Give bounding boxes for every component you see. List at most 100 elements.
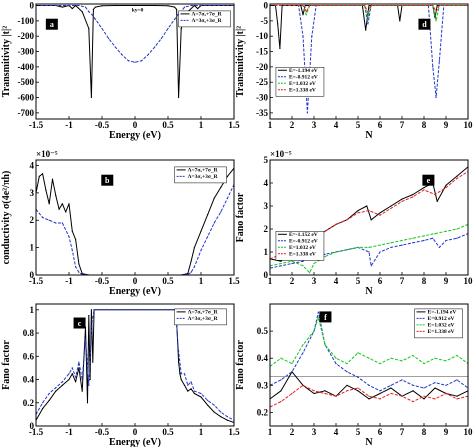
- y-tick-label: -200: [18, 31, 35, 41]
- panel-letter-badge: [418, 18, 431, 30]
- data-point-c-1-10: [84, 338, 87, 340]
- data-point-e-3-5: [324, 230, 326, 232]
- data-point-b-0-20: [200, 230, 202, 232]
- legend-box: [275, 231, 325, 261]
- panel-a: -1.5 -1 -0.5 0 0.5 1 1.5 0 -100 -200 -300 -400 -500 -…: [1, 1, 240, 141]
- legend-entry: E=1.032 eV: [428, 322, 455, 328]
- panel-letter: a: [50, 20, 54, 29]
- data-point-f-3-8: [357, 387, 359, 389]
- data-point-d-0-6: [302, 14, 304, 16]
- x-tick-label: -0.5: [95, 276, 110, 286]
- data-point-f-0-4: [313, 392, 315, 395]
- data-point-b-1-14: [193, 266, 195, 268]
- legend-entry: E=-1.194 eV: [428, 309, 457, 315]
- data-point-f-3-15: [434, 398, 436, 400]
- data-point-a-1-4: [88, 11, 90, 13]
- y-tick-label: -20: [256, 62, 268, 72]
- y-tick-label: 0.8: [23, 328, 35, 338]
- data-point-a-0-6: [81, 11, 83, 13]
- data-point-f-0-5: [324, 390, 326, 392]
- data-point-f-1-11: [379, 390, 381, 392]
- data-point-a-1-6: [94, 18, 96, 20]
- data-point-d-1-4: [311, 35, 313, 37]
- data-point-c-1-13: [93, 309, 95, 311]
- data-point-c-1-3: [55, 387, 57, 389]
- data-point-b-0-18: [190, 260, 192, 262]
- data-point-d-2-8: [435, 20, 437, 22]
- series-f-2: [270, 317, 468, 367]
- data-point-e-2-13: [401, 239, 403, 242]
- data-point-e-3-11: [390, 207, 392, 209]
- x-tick-label: -1: [65, 276, 73, 286]
- data-point-b-1-6: [71, 249, 73, 251]
- data-point-b-1-3: [55, 222, 57, 224]
- data-point-e-1-16: [432, 237, 434, 239]
- x-axis-label: Energy (eV): [109, 437, 161, 447]
- data-point-a-0-12: [114, 4, 116, 7]
- data-point-e-3-6: [335, 223, 337, 225]
- y-tick-label: 5: [264, 155, 269, 165]
- data-point-f-1-17: [445, 384, 447, 386]
- data-point-d-3-7: [432, 4, 434, 7]
- data-point-f-3-10: [379, 398, 381, 400]
- data-point-e-1-3: [302, 260, 304, 262]
- data-point-a-0-5: [75, 4, 77, 7]
- data-point-c-0-4: [61, 384, 64, 386]
- x-tick-label: 1.5: [228, 276, 240, 286]
- y-tick-label: 0: [30, 270, 35, 280]
- x-tick-label: 9: [444, 276, 449, 286]
- data-point-c-0-25: [193, 392, 195, 395]
- y-tick-label: -30: [256, 93, 268, 103]
- y-tick-label: -600: [18, 93, 35, 103]
- data-point-d-0-16: [436, 4, 438, 7]
- data-point-f-3-17: [456, 398, 458, 400]
- data-point-e-1-17: [438, 246, 440, 248]
- data-point-f-2-18: [456, 354, 458, 357]
- data-point-a-1-13: [141, 60, 143, 62]
- data-point-f-2-15: [423, 363, 425, 365]
- legend: E=-1.152 eVE=-0.912 eVE=1.032 eVE=1.338 …: [275, 231, 325, 261]
- plot-frame: [269, 159, 469, 276]
- data-point-a-1-23: [200, 4, 202, 7]
- x-axis-label: N: [365, 130, 373, 141]
- x-axis-label: N: [365, 437, 373, 447]
- data-point-d-1-10: [432, 66, 434, 68]
- data-point-e-2-11: [379, 244, 381, 246]
- series-f-1: [270, 311, 468, 392]
- x-tick-label: 3: [312, 120, 317, 130]
- annotation: ky=0: [132, 8, 144, 14]
- data-point-b-0-11: [71, 230, 73, 232]
- data-point-d-3-8: [435, 11, 437, 13]
- data-point-e-0-12: [379, 212, 381, 214]
- data-point-e-3-15: [434, 193, 436, 196]
- data-point-e-1-14: [412, 242, 414, 244]
- data-point-c-0-30: [226, 419, 228, 421]
- data-point-f-3-1: [280, 401, 282, 403]
- x-tick-label: 8: [422, 120, 427, 130]
- data-point-b-1-1: [42, 216, 44, 219]
- data-point-b-1-17: [213, 222, 215, 224]
- data-point-b-0-12: [75, 238, 77, 241]
- data-point-f-2-10: [368, 357, 370, 359]
- legend-entry: Λ=7σₓ+7σ_R: [188, 309, 219, 315]
- data-point-c-1-21: [200, 392, 202, 395]
- data-point-a-1-7: [101, 27, 103, 30]
- data-point-c-0-6: [71, 373, 73, 375]
- data-point-f-0-13: [412, 390, 414, 392]
- data-point-e-2-3: [302, 265, 304, 267]
- data-point-c-1-17: [183, 373, 186, 375]
- y-axis-label: conductivity σ(4e²/πh): [1, 171, 12, 265]
- data-point-b-0-8: [61, 203, 64, 205]
- data-point-f-1-9: [357, 376, 359, 378]
- x-axis-label: N: [365, 286, 373, 297]
- x-tick-label: 0.5: [162, 276, 174, 286]
- legend-entry: E=1.338 eV: [289, 251, 316, 257]
- data-point-c-0-23: [187, 390, 189, 392]
- data-point-a-0-7: [88, 27, 90, 30]
- data-point-b-0-24: [226, 175, 228, 178]
- data-point-b-0-13: [78, 263, 80, 265]
- panel-d: 1 2 3 4 5 6 7 8 9 10 0 -5 -10 -15 -20 -25 -30 -35 N Transmi…: [235, 1, 473, 141]
- data-point-e-3-16: [445, 187, 447, 189]
- x-tick-label: 5: [356, 427, 361, 437]
